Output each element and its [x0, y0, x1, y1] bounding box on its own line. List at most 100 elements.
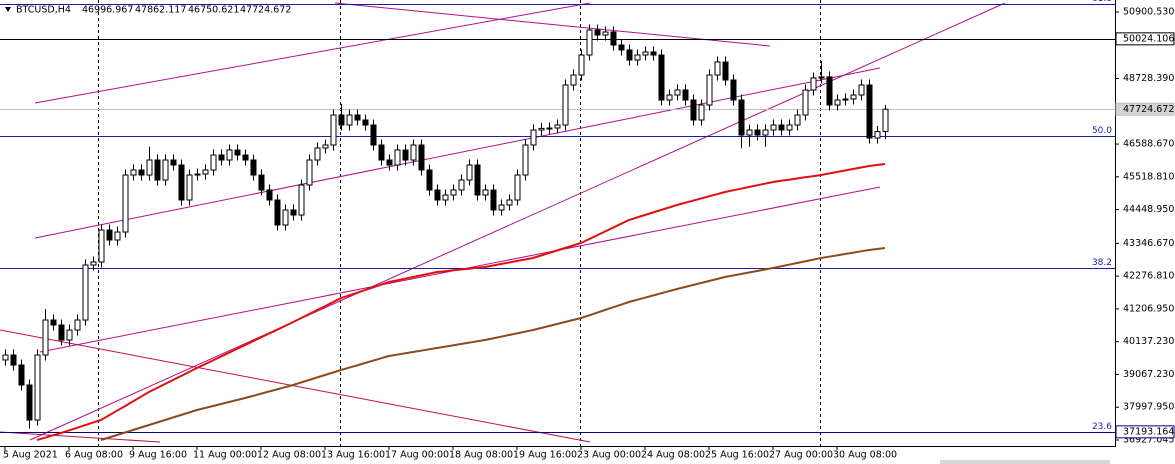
fib-label: 50.0 — [1092, 126, 1112, 136]
candle-body — [562, 84, 569, 126]
candle-body — [314, 147, 321, 161]
candle-body — [866, 84, 873, 139]
candle-body — [786, 124, 793, 131]
candle-body — [162, 159, 169, 181]
candle-body — [682, 89, 689, 101]
candle-body — [450, 189, 457, 196]
candle-body — [490, 189, 497, 211]
candle-body — [290, 209, 297, 216]
candle-body — [618, 44, 625, 51]
trendline — [0, 329, 591, 443]
candle-body — [66, 329, 73, 341]
candle-body — [362, 119, 369, 126]
candle-body — [522, 144, 529, 176]
fib-label: 38.2 — [1092, 258, 1112, 268]
x-tick-label: 17 Aug 00:00 — [385, 450, 449, 461]
candle-body — [554, 124, 561, 129]
last-open: 46996.967 — [82, 5, 133, 16]
price-box — [1115, 425, 1175, 439]
candle-body — [338, 114, 345, 126]
candle-body — [826, 76, 833, 106]
candle-body — [26, 384, 33, 421]
x-tick-label: 12 Aug 08:00 — [257, 450, 321, 461]
y-tick-label: 39067.230 — [1123, 369, 1174, 380]
candle-body — [514, 174, 521, 201]
y-tick-label: 36927.045 — [1123, 434, 1174, 445]
candle-body — [674, 89, 681, 96]
y-tick-label: 42276.810 — [1123, 271, 1174, 282]
candle-body — [10, 354, 17, 366]
x-tick-label: 30 Aug 08:00 — [833, 450, 897, 461]
candle-body — [762, 129, 769, 136]
candle-body — [738, 99, 745, 136]
candle-body — [642, 51, 649, 56]
candle-body — [698, 104, 705, 121]
candle-body — [114, 231, 121, 241]
candle-body — [138, 169, 145, 176]
candle-body — [306, 159, 313, 186]
candle-body — [282, 209, 289, 226]
candle-body — [634, 54, 641, 61]
y-tick-label: 46588.670 — [1123, 139, 1174, 150]
candle-body — [690, 99, 697, 121]
x-tick-label: 11 Aug 00:00 — [193, 450, 257, 461]
candle-body — [218, 154, 225, 161]
x-tick-label: 27 Aug 00:00 — [769, 450, 833, 461]
candle-body — [194, 173, 201, 176]
y-tick-label: 41206.950 — [1123, 303, 1174, 314]
candle-body — [458, 179, 465, 191]
x-tick-label: 9 Aug 16:00 — [129, 450, 187, 461]
price-box-label: 47724.672 — [1123, 104, 1174, 115]
candle-body — [706, 74, 713, 106]
candle-body — [170, 159, 177, 166]
candle-body — [226, 149, 233, 161]
price-box-label: 37193.164 — [1123, 426, 1174, 437]
candle-body — [746, 129, 753, 136]
candle-body — [274, 199, 281, 226]
candle-body — [610, 31, 617, 46]
y-tick-label: 43346.670 — [1123, 238, 1174, 249]
candle-body — [594, 29, 601, 36]
candle-body — [434, 189, 441, 201]
candle-body — [730, 79, 737, 101]
candle-body — [578, 54, 585, 76]
candle-body — [794, 114, 801, 126]
candle-body — [258, 174, 265, 191]
x-tick-label: 5 Aug 2021 — [3, 450, 58, 461]
candle-body — [722, 61, 729, 81]
candle-body — [778, 124, 785, 131]
candle-body — [186, 174, 193, 201]
y-tick-label: 50900.530 — [1123, 6, 1174, 17]
x-tick-label: 23 Aug 00:00 — [577, 450, 641, 461]
candle-body — [370, 124, 377, 146]
candle-body — [178, 164, 185, 201]
candle-body — [426, 169, 433, 191]
symbol-title: BTCUSD,H4 — [16, 5, 71, 16]
candle-body — [546, 127, 553, 130]
candle-body — [154, 159, 161, 181]
fib-label: 61.8 — [1092, 0, 1112, 4]
candle-body — [858, 84, 865, 96]
candle-body — [474, 164, 481, 196]
candle-body — [754, 129, 761, 136]
candle-body — [810, 77, 817, 91]
candle-body — [650, 51, 657, 56]
price-box-label: 50024.106 — [1123, 33, 1174, 44]
y-tick-label: 48728.390 — [1123, 73, 1174, 84]
candle-body — [626, 49, 633, 61]
fib-label: 23.6 — [1092, 422, 1112, 432]
candle-body — [58, 324, 65, 341]
candle-body — [506, 199, 513, 206]
candle-body — [330, 114, 337, 146]
scrollbar — [940, 460, 1110, 464]
trendline — [334, 2, 771, 47]
candle-body — [802, 89, 809, 116]
candle-body — [202, 169, 209, 175]
candle-body — [130, 169, 137, 176]
candle-body — [106, 229, 113, 241]
candle-body — [346, 114, 353, 126]
candle-body — [50, 319, 57, 326]
candle-body — [442, 194, 449, 201]
candle-body — [538, 127, 545, 131]
